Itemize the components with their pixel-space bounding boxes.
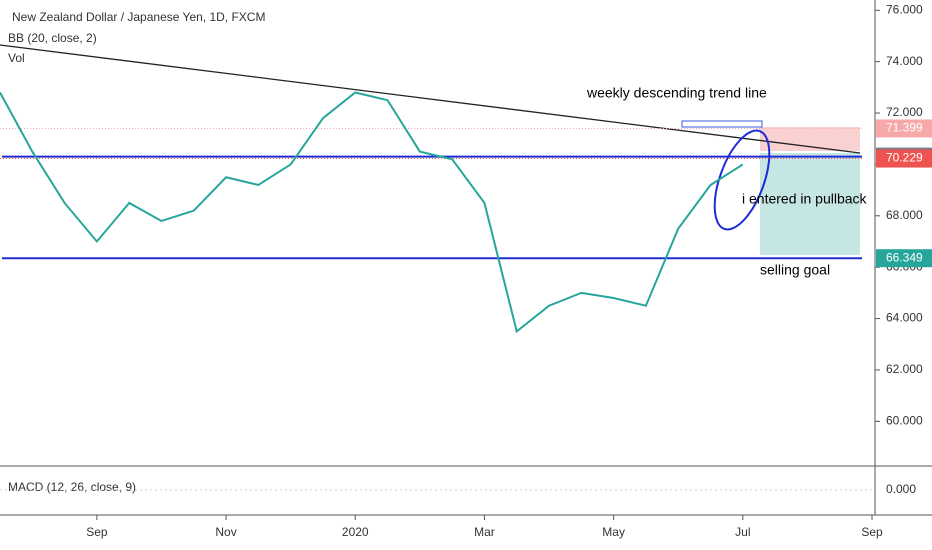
indicator-label: Vol bbox=[8, 51, 25, 65]
annotation: weekly descending trend line bbox=[586, 85, 767, 101]
x-tick-label: Jul bbox=[735, 525, 750, 539]
entry-ellipse bbox=[713, 129, 771, 231]
y-tick-label: 62.000 bbox=[886, 362, 923, 376]
x-tick-label: Mar bbox=[474, 525, 495, 539]
price-tag bbox=[876, 149, 932, 168]
y-tick-label: 76.000 bbox=[886, 2, 923, 16]
chart-title: New Zealand Dollar / Japanese Yen, 1D, F… bbox=[12, 10, 265, 24]
annotation: selling goal bbox=[760, 262, 830, 278]
y-tick-label: 74.000 bbox=[886, 54, 923, 68]
x-tick-label: May bbox=[602, 525, 625, 539]
target-zone bbox=[760, 153, 860, 255]
x-tick-label: Sep bbox=[86, 525, 108, 539]
price-tag bbox=[876, 119, 932, 138]
price-tag-label: 70.229 bbox=[886, 151, 923, 165]
macd-tick-label: 0.000 bbox=[886, 482, 916, 496]
y-tick-label: 72.000 bbox=[886, 105, 923, 119]
annotation: i entered in pullback bbox=[742, 191, 868, 207]
macd-label: MACD (12, 26, close, 9) bbox=[8, 480, 136, 494]
resistance-box bbox=[681, 120, 763, 128]
price-tag bbox=[876, 249, 932, 268]
x-tick-label: 2020 bbox=[342, 525, 369, 539]
price-line bbox=[0, 91, 744, 334]
price-tag-label: 71.399 bbox=[886, 121, 923, 135]
x-tick-label: Sep bbox=[861, 525, 883, 539]
y-tick-label: 68.000 bbox=[886, 208, 923, 222]
y-tick-label: 64.000 bbox=[886, 311, 923, 325]
y-tick-label: 60.000 bbox=[886, 413, 923, 427]
price-tag-label: 66.349 bbox=[886, 250, 923, 264]
trend-line bbox=[0, 44, 861, 154]
x-tick-label: Nov bbox=[215, 525, 236, 539]
stop-zone bbox=[760, 127, 860, 151]
indicator-label: BB (20, close, 2) bbox=[8, 31, 97, 45]
